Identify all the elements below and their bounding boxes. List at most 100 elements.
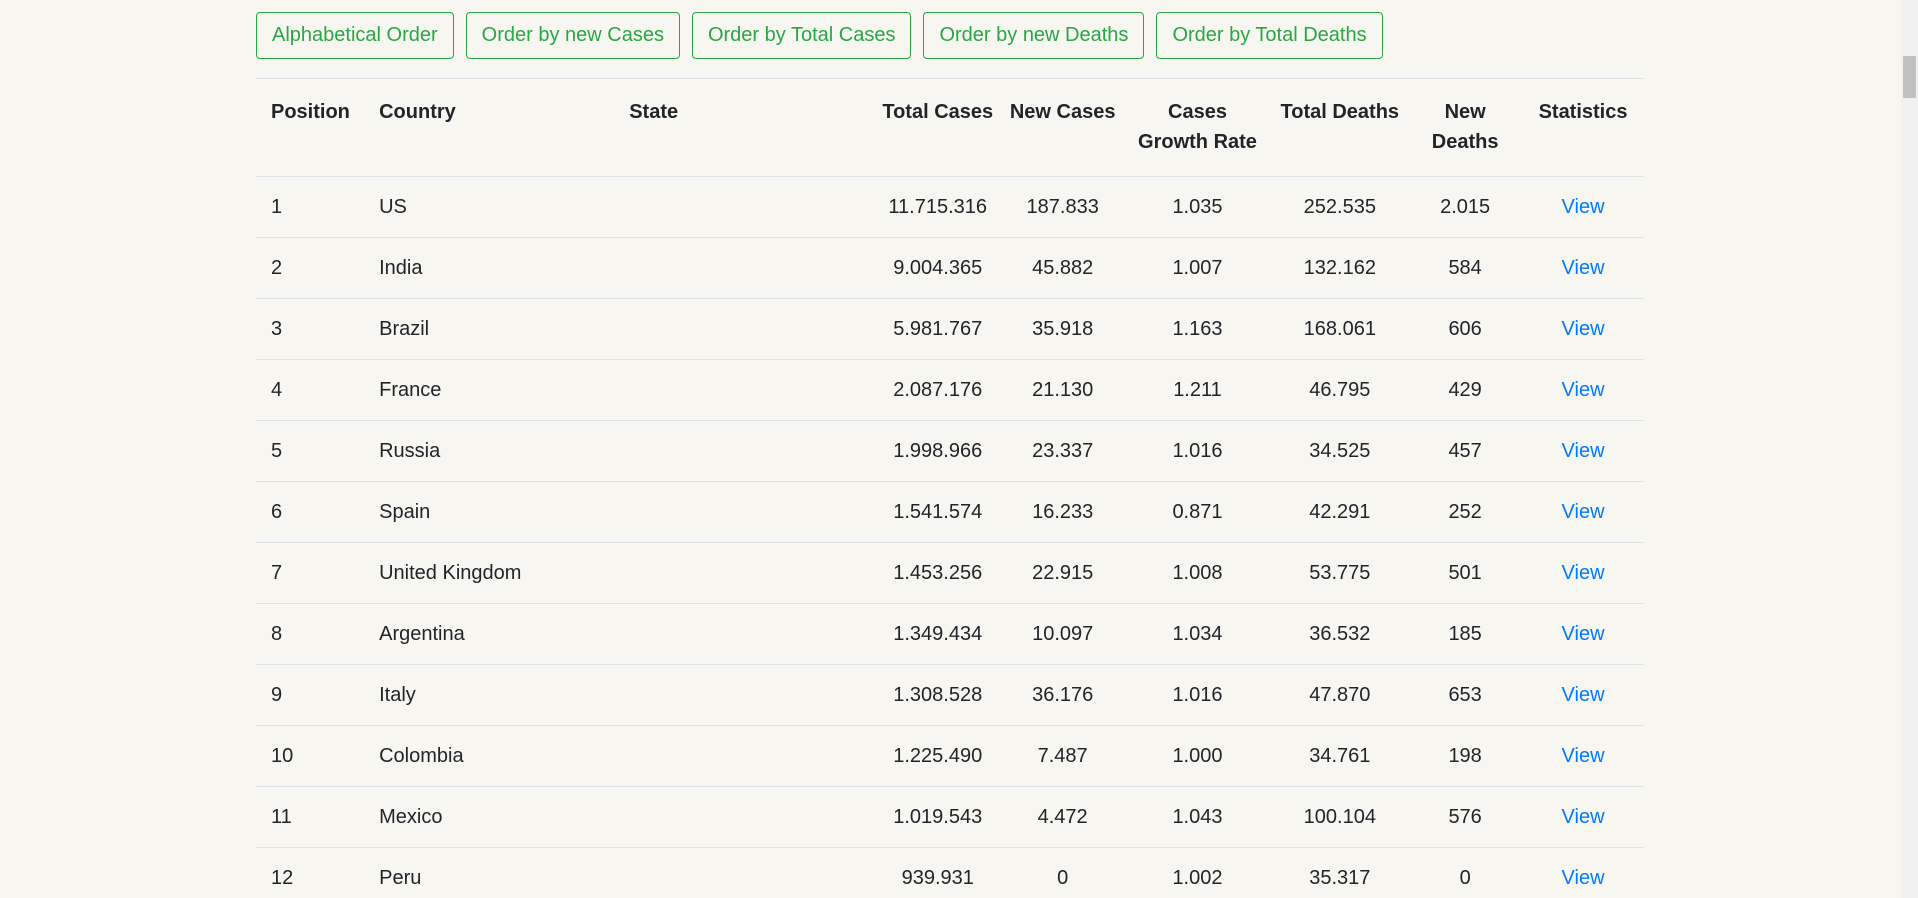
cell-country: Brazil	[371, 298, 622, 360]
alphabetical-order-button[interactable]: Alphabetical Order	[256, 12, 454, 59]
order-by-total-deaths-button[interactable]: Order by Total Deaths	[1156, 12, 1383, 59]
cell-growth-rate: 1.007	[1123, 237, 1272, 299]
cell-total-cases: 1.453.256	[873, 542, 1002, 604]
view-statistics-link[interactable]: View	[1561, 622, 1605, 645]
cell-growth-rate: 1.016	[1123, 664, 1272, 726]
cell-new-deaths: 501	[1408, 542, 1523, 604]
cell-total-deaths: 35.317	[1271, 847, 1409, 898]
cell-growth-rate: 1.211	[1123, 359, 1272, 421]
cell-statistics: View	[1522, 298, 1644, 360]
cell-position: 11	[256, 786, 372, 848]
scrollbar-thumb[interactable]	[1903, 56, 1916, 98]
cell-new-cases: 16.233	[1001, 481, 1124, 543]
cell-new-cases: 22.915	[1001, 542, 1124, 604]
order-by-new-deaths-button[interactable]: Order by new Deaths	[923, 12, 1145, 59]
view-statistics-link[interactable]: View	[1561, 195, 1605, 218]
cell-position: 8	[256, 603, 372, 665]
cell-total-cases: 1.308.528	[873, 664, 1002, 726]
cell-new-deaths: 198	[1408, 725, 1523, 787]
table-row: 11 Mexico 1.019.543 4.472 1.043 100.104 576 Vie…	[256, 786, 1644, 848]
cell-statistics: View	[1522, 847, 1644, 898]
cell-new-cases: 21.130	[1001, 359, 1124, 421]
cell-country: Argentina	[371, 603, 622, 665]
cell-new-deaths: 584	[1408, 237, 1523, 299]
cell-country: Spain	[371, 481, 622, 543]
cell-state	[621, 725, 874, 787]
order-by-new-cases-button[interactable]: Order by new Cases	[465, 12, 680, 59]
cell-new-cases: 35.918	[1001, 298, 1124, 360]
cell-new-cases: 10.097	[1001, 603, 1124, 665]
cell-new-cases: 7.487	[1001, 725, 1124, 787]
header-country: Country	[371, 78, 622, 177]
cell-total-cases: 11.715.316	[873, 176, 1002, 238]
view-statistics-link[interactable]: View	[1561, 256, 1605, 279]
cell-state	[621, 481, 874, 543]
cell-position: 1	[256, 176, 372, 238]
cell-state	[621, 664, 874, 726]
cell-state	[621, 847, 874, 898]
table-header-row: Position Country State Total Cases New C…	[256, 78, 1644, 177]
cell-state	[621, 603, 874, 665]
view-statistics-link[interactable]: View	[1561, 317, 1605, 340]
view-statistics-link[interactable]: View	[1561, 500, 1605, 523]
cell-total-deaths: 34.525	[1271, 420, 1409, 482]
cell-country: Colombia	[371, 725, 622, 787]
cell-growth-rate: 1.002	[1123, 847, 1272, 898]
header-position: Position	[256, 78, 372, 177]
view-statistics-link[interactable]: View	[1561, 561, 1605, 584]
header-state: State	[621, 78, 874, 177]
cell-total-cases: 1.541.574	[873, 481, 1002, 543]
cell-new-deaths: 457	[1408, 420, 1523, 482]
cell-statistics: View	[1522, 542, 1644, 604]
cell-state	[621, 786, 874, 848]
cell-country: US	[371, 176, 622, 238]
cell-position: 9	[256, 664, 372, 726]
cell-new-cases: 4.472	[1001, 786, 1124, 848]
cell-new-cases: 36.176	[1001, 664, 1124, 726]
cell-position: 10	[256, 725, 372, 787]
cell-total-deaths: 252.535	[1271, 176, 1409, 238]
cell-new-deaths: 252	[1408, 481, 1523, 543]
cell-total-cases: 9.004.365	[873, 237, 1002, 299]
vertical-scrollbar[interactable]	[1901, 0, 1918, 898]
cell-total-cases: 1.019.543	[873, 786, 1002, 848]
table-row: 8 Argentina 1.349.434 10.097 1.034 36.532 185 V…	[256, 603, 1644, 665]
table-row: 4 France 2.087.176 21.130 1.211 46.795 429 View	[256, 359, 1644, 421]
view-statistics-link[interactable]: View	[1561, 683, 1605, 706]
header-new-cases: New Cases	[1001, 78, 1124, 177]
cell-growth-rate: 0.871	[1123, 481, 1272, 543]
cell-position: 12	[256, 847, 372, 898]
cell-growth-rate: 1.163	[1123, 298, 1272, 360]
cell-new-cases: 187.833	[1001, 176, 1124, 238]
view-statistics-link[interactable]: View	[1561, 439, 1605, 462]
cell-growth-rate: 1.016	[1123, 420, 1272, 482]
cell-new-cases: 45.882	[1001, 237, 1124, 299]
order-by-total-cases-button[interactable]: Order by Total Cases	[691, 12, 912, 59]
view-statistics-link[interactable]: View	[1561, 744, 1605, 767]
header-statistics: Statistics	[1522, 78, 1644, 177]
view-statistics-link[interactable]: View	[1561, 378, 1605, 401]
cell-country: United Kingdom	[371, 542, 622, 604]
cell-position: 2	[256, 237, 372, 299]
table-row: 1 US 11.715.316 187.833 1.035 252.535 2.015 Vie…	[256, 176, 1644, 238]
header-growth-rate: Cases Growth Rate	[1123, 78, 1272, 177]
table-row: 12 Peru 939.931 0 1.002 35.317 0 View	[256, 847, 1644, 898]
table-row: 3 Brazil 5.981.767 35.918 1.163 168.061 606 Vie…	[256, 298, 1644, 360]
cell-country: Peru	[371, 847, 622, 898]
cell-position: 4	[256, 359, 372, 421]
cell-growth-rate: 1.000	[1123, 725, 1272, 787]
cell-total-deaths: 100.104	[1271, 786, 1409, 848]
cell-statistics: View	[1522, 725, 1644, 787]
cell-new-deaths: 576	[1408, 786, 1523, 848]
cell-total-cases: 939.931	[873, 847, 1002, 898]
cell-state	[621, 359, 874, 421]
cell-total-deaths: 46.795	[1271, 359, 1409, 421]
cell-statistics: View	[1522, 420, 1644, 482]
covid-stats-table: Position Country State Total Cases New C…	[256, 78, 1644, 898]
table-row: 5 Russia 1.998.966 23.337 1.016 34.525 457 View	[256, 420, 1644, 482]
view-statistics-link[interactable]: View	[1561, 866, 1605, 889]
cell-state	[621, 542, 874, 604]
view-statistics-link[interactable]: View	[1561, 805, 1605, 828]
cell-total-cases: 1.349.434	[873, 603, 1002, 665]
